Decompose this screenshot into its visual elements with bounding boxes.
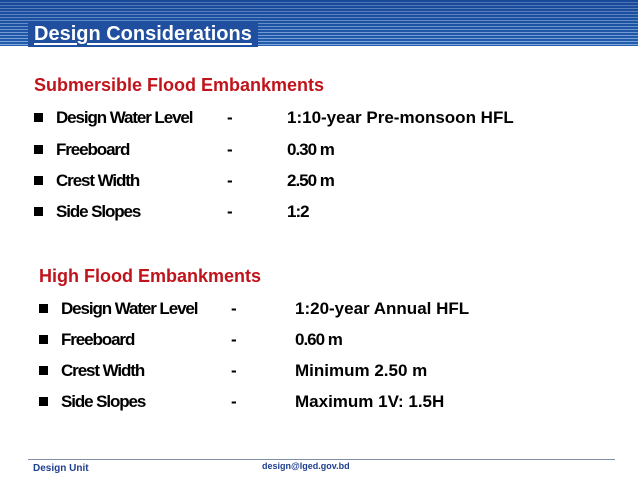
- list-item: Crest Width - 2.50 m: [34, 169, 614, 193]
- item-separator: -: [231, 392, 237, 411]
- section-heading-high-flood: High Flood Embankments: [39, 266, 262, 286]
- bullet-icon: [39, 397, 48, 406]
- bullet-icon: [34, 176, 43, 185]
- list-item: Design Water Level - 1:10-year Pre-monso…: [34, 106, 614, 130]
- footer-email: design@lged.gov.bd: [262, 461, 350, 471]
- item-separator: -: [227, 202, 233, 221]
- bullet-icon: [39, 304, 48, 313]
- item-label: Crest Width: [56, 171, 140, 190]
- item-separator: -: [231, 330, 237, 349]
- footer-divider: [28, 459, 615, 460]
- item-label: Freeboard: [56, 140, 130, 159]
- bullet-icon: [39, 335, 48, 344]
- list-item: Crest Width - Minimum 2.50 m: [39, 359, 614, 383]
- list-item: Side Slopes - 1:2: [34, 200, 614, 224]
- list-item: Freeboard - 0.30 m: [34, 138, 614, 162]
- item-value: 0.60 m: [295, 330, 343, 349]
- item-label: Design Water Level: [61, 299, 199, 318]
- item-value: 2.50 m: [287, 171, 335, 190]
- item-label: Side Slopes: [56, 202, 141, 221]
- item-value: 1:2: [287, 202, 310, 221]
- list-item: Design Water Level - 1:20-year Annual HF…: [39, 297, 614, 321]
- list-item: Freeboard - 0.60 m: [39, 328, 614, 352]
- item-label: Freeboard: [61, 330, 135, 349]
- item-label: Design Water Level: [56, 108, 194, 127]
- bullet-icon: [39, 366, 48, 375]
- item-separator: -: [227, 108, 233, 127]
- bullet-icon: [34, 207, 43, 216]
- item-separator: -: [227, 171, 233, 190]
- item-separator: -: [231, 361, 237, 380]
- item-value: Maximum 1V: 1.5H: [295, 392, 445, 411]
- item-label: Side Slopes: [61, 392, 146, 411]
- section-heading-submersible: Submersible Flood Embankments: [34, 75, 325, 95]
- item-value: Minimum 2.50 m: [295, 361, 428, 380]
- item-separator: -: [231, 299, 237, 318]
- item-label: Crest Width: [61, 361, 145, 380]
- item-separator: -: [227, 140, 233, 159]
- slide-title: Design Considerations: [28, 21, 258, 47]
- item-value: 0.30 m: [287, 140, 335, 159]
- bullet-icon: [34, 145, 43, 154]
- bullet-icon: [34, 113, 43, 122]
- item-value: 1:20-year Annual HFL: [295, 299, 470, 318]
- item-value: 1:10-year Pre-monsoon HFL: [287, 108, 514, 127]
- list-item: Side Slopes - Maximum 1V: 1.5H: [39, 390, 614, 414]
- footer-unit: Design Unit: [33, 463, 89, 474]
